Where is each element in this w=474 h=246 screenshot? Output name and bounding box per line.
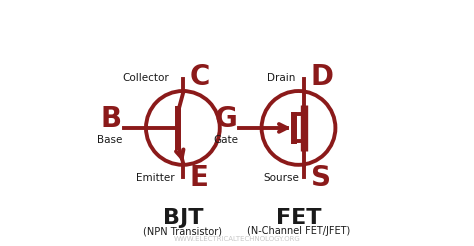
Text: WWW.ELECTRICALTECHNOLOGY.ORG: WWW.ELECTRICALTECHNOLOGY.ORG: [173, 236, 301, 242]
Text: (N-Channel FET/JFET): (N-Channel FET/JFET): [247, 226, 350, 236]
Text: C: C: [190, 63, 210, 92]
Text: FET: FET: [276, 208, 321, 228]
Text: S: S: [311, 164, 331, 192]
Text: (NPN Transistor): (NPN Transistor): [143, 226, 222, 236]
Text: B: B: [100, 105, 121, 133]
Text: BJT: BJT: [163, 208, 203, 228]
Text: D: D: [311, 63, 334, 92]
Text: Base: Base: [97, 135, 123, 145]
Text: Gate: Gate: [213, 135, 238, 145]
Text: G: G: [214, 105, 237, 133]
Text: Sourse: Sourse: [263, 173, 299, 183]
Text: Drain: Drain: [267, 73, 295, 83]
Text: Differences Between BJT & FET Transistors: Differences Between BJT & FET Transistor…: [43, 10, 431, 25]
Text: E: E: [190, 164, 209, 192]
Text: Collector: Collector: [123, 73, 169, 83]
Text: Emitter: Emitter: [136, 173, 174, 183]
